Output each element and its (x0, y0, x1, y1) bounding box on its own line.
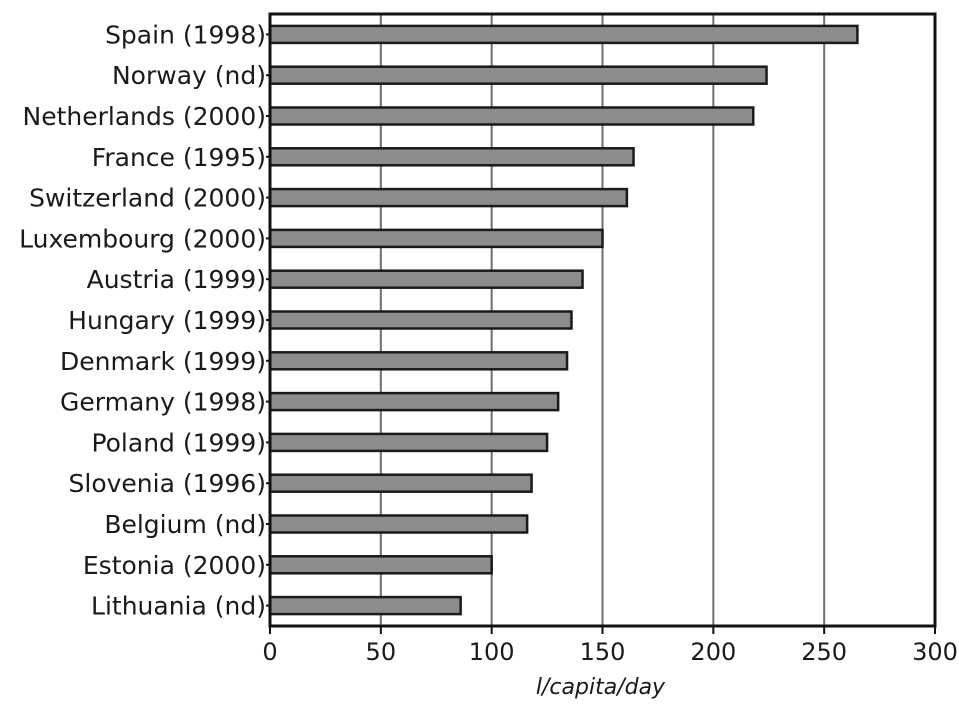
bar-6 (268, 269, 584, 289)
x-tick-label: 50 (366, 638, 397, 666)
category-label: Netherlands (2000) (23, 102, 266, 131)
bar-1 (268, 65, 768, 85)
category-label: Poland (1999) (91, 428, 266, 457)
category-label: Norway (nd) (112, 61, 266, 90)
category-label: Denmark (1999) (60, 347, 266, 376)
bar-11 (268, 473, 533, 493)
x-tick-label: 300 (912, 638, 958, 666)
bars (268, 24, 859, 616)
bar-8 (268, 351, 569, 371)
bar-0 (268, 24, 859, 45)
x-tick-label: 250 (801, 638, 847, 666)
category-label: Slovenia (1996) (69, 469, 266, 498)
x-axis-ticks: 0 50 100 150 200 250 300 (262, 626, 958, 666)
category-label: Switzerland (2000) (29, 184, 266, 213)
bar-14 (268, 595, 462, 616)
bar-9 (268, 391, 560, 412)
category-label: Hungary (1999) (68, 306, 266, 335)
bar-12 (268, 514, 529, 534)
category-label: Germany (1998) (60, 388, 266, 417)
category-labels: Spain (1998) Norway (nd) Netherlands (2000… (19, 20, 270, 621)
bar-13 (268, 555, 493, 575)
bar-10 (268, 432, 549, 453)
category-label: Austria (1999) (87, 265, 266, 294)
category-label: Spain (1998) (105, 20, 266, 49)
bar-3 (268, 147, 635, 167)
category-label: Estonia (2000) (83, 551, 266, 580)
x-axis-title: l/capita/day (536, 675, 666, 700)
bar-4 (268, 187, 629, 208)
category-label: Luxembourg (2000) (19, 224, 266, 253)
x-tick-label: 0 (262, 638, 277, 666)
x-tick-label: 100 (469, 638, 515, 666)
category-label: France (1995) (92, 143, 266, 172)
bar-7 (268, 310, 573, 330)
x-tick-label: 200 (690, 638, 736, 666)
category-label: Belgium (nd) (104, 510, 266, 539)
category-label: Lithuania (nd) (91, 592, 266, 621)
bar-5 (268, 228, 604, 249)
bar-2 (268, 106, 755, 126)
x-tick-label: 150 (580, 638, 626, 666)
